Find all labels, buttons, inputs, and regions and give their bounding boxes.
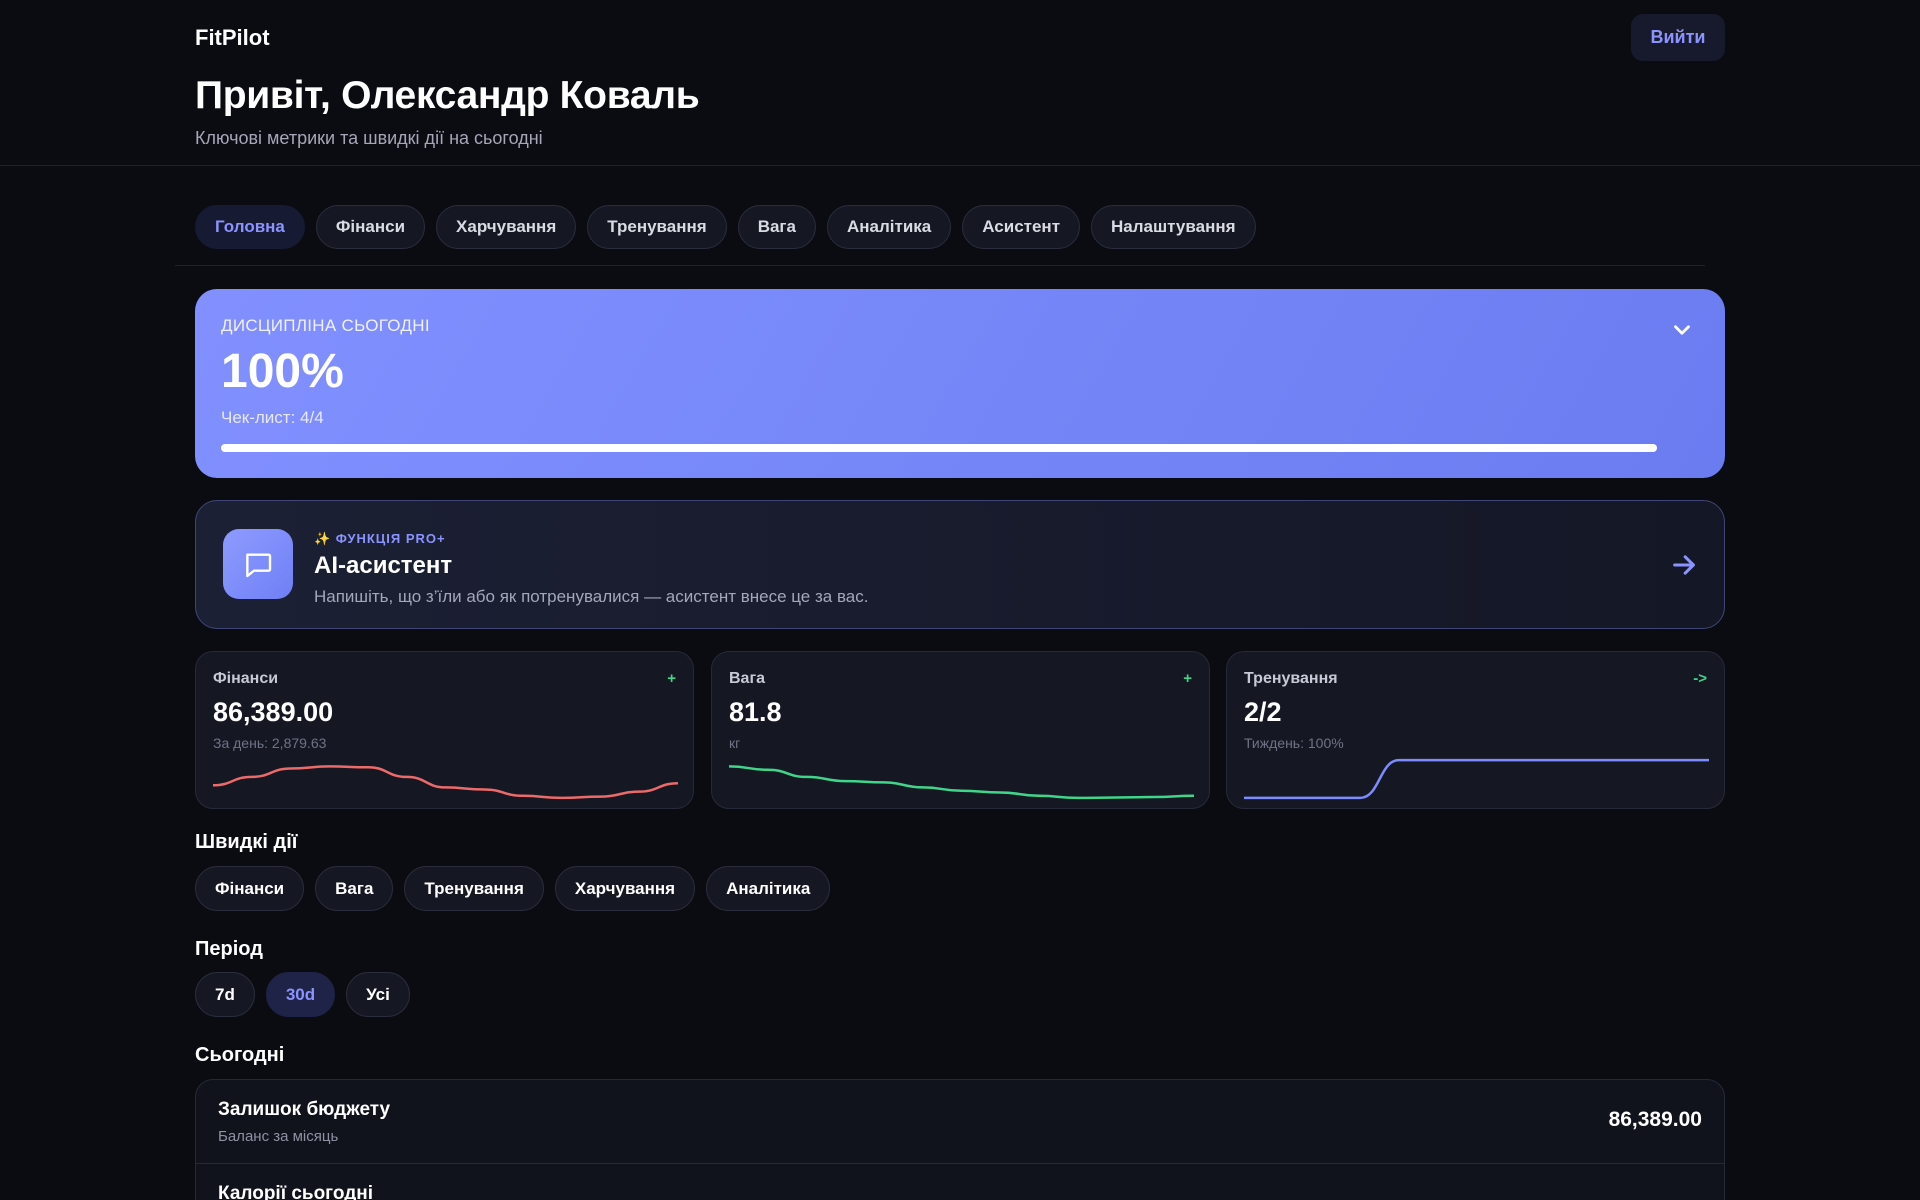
period-7d[interactable]: 7d: [195, 972, 255, 1017]
metric-subtext: Тиждень: 100%: [1244, 735, 1344, 751]
chat-bubble-icon: [223, 529, 293, 599]
discipline-label: ДИСЦИПЛІНА СЬОГОДНІ: [221, 316, 430, 335]
period-30d[interactable]: 30d: [265, 972, 336, 1017]
discipline-card: ДИСЦИПЛІНА СЬОГОДНІ 100% Чек-лист: 4/4: [195, 289, 1725, 478]
header: FitPilot Вийти Привіт, Олександр Коваль …: [0, 0, 1920, 166]
brand-logo: FitPilot: [195, 25, 270, 50]
chevron-down-icon[interactable]: [1669, 317, 1695, 343]
quick-actions: Фінанси Вага Тренування Харчування Аналі…: [195, 866, 831, 911]
quick-action-workouts[interactable]: Тренування: [404, 866, 544, 911]
metric-value: 86,389.00: [213, 697, 334, 727]
discipline-progress-bar: [221, 444, 1657, 452]
list-item-title: Залишок бюджету: [218, 1099, 391, 1120]
metric-add-button[interactable]: +: [1183, 670, 1192, 687]
tab-weight[interactable]: Вага: [737, 205, 816, 249]
sparkline-path: [1244, 758, 1709, 800]
quick-actions-title: Швидкі дії: [195, 831, 298, 853]
tab-home[interactable]: Головна: [195, 205, 305, 249]
arrow-right-icon[interactable]: [1670, 551, 1698, 579]
today-list: Залишок бюджету Баланс за місяць 86,389.…: [195, 1079, 1725, 1200]
quick-action-nutrition[interactable]: Харчування: [554, 866, 696, 911]
period-selector: 7d 30d Усі: [195, 972, 410, 1017]
tab-analytics[interactable]: Аналітика: [826, 205, 952, 249]
list-item[interactable]: Калорії сьогодні: [196, 1164, 1724, 1200]
sparkline-path: [213, 765, 678, 800]
discipline-progress-fill: [221, 444, 1657, 452]
quick-action-analytics[interactable]: Аналітика: [706, 866, 831, 911]
metric-label: Тренування: [1244, 670, 1338, 687]
list-item[interactable]: Залишок бюджету Баланс за місяць 86,389.…: [196, 1080, 1724, 1164]
metric-subtext: кг: [729, 735, 741, 751]
metric-value: 81.8: [729, 697, 782, 727]
logout-button[interactable]: Вийти: [1631, 14, 1725, 61]
metric-add-button[interactable]: +: [667, 670, 676, 687]
workouts-sparkline: [1244, 758, 1709, 800]
period-title: Період: [195, 938, 263, 960]
discipline-value: 100%: [221, 345, 344, 398]
quick-action-finance[interactable]: Фінанси: [195, 866, 305, 911]
metric-open-button[interactable]: ->: [1693, 670, 1707, 687]
finance-sparkline: [213, 765, 678, 800]
main-tabs: Головна Фінанси Харчування Тренування Ва…: [195, 205, 1256, 249]
checklist-status: Чек-лист: 4/4: [221, 408, 324, 427]
period-all[interactable]: Усі: [346, 972, 410, 1017]
metric-card-weight[interactable]: Вага + 81.8 кг: [711, 651, 1210, 809]
metric-label: Вага: [729, 670, 766, 687]
metric-card-workouts[interactable]: Тренування -> 2/2 Тиждень: 100%: [1226, 651, 1725, 809]
tab-settings[interactable]: Налаштування: [1091, 205, 1256, 249]
tab-finance[interactable]: Фінанси: [315, 205, 426, 249]
quick-action-weight[interactable]: Вага: [315, 866, 394, 911]
tab-workouts[interactable]: Тренування: [587, 205, 727, 249]
metric-label: Фінанси: [213, 670, 279, 687]
ai-assistant-card[interactable]: ✨ ФУНКЦІЯ PRO+ AI-асистент Напишіть, що …: [195, 500, 1725, 629]
ai-assistant-title: AI-асистент: [314, 552, 453, 579]
metric-subtext: За день: 2,879.63: [213, 735, 327, 751]
metric-value: 2/2: [1244, 697, 1282, 727]
pro-badge: ✨ ФУНКЦІЯ PRO+: [314, 531, 446, 546]
page-title: Привіт, Олександр Коваль: [195, 74, 700, 117]
list-item-title: Калорії сьогодні: [218, 1183, 374, 1200]
tab-assistant[interactable]: Асистент: [962, 205, 1081, 249]
list-item-value: 86,389.00: [1608, 1108, 1702, 1131]
tabs-divider: [175, 265, 1705, 266]
weight-sparkline: [729, 765, 1194, 800]
metric-card-finance[interactable]: Фінанси + 86,389.00 За день: 2,879.63: [195, 651, 694, 809]
page-subtitle: Ключові метрики та швидкі дії на сьогодн…: [195, 128, 543, 148]
today-title: Сьогодні: [195, 1044, 285, 1066]
tab-nutrition[interactable]: Харчування: [436, 205, 577, 249]
list-item-subtitle: Баланс за місяць: [218, 1128, 339, 1145]
sparkline-path: [729, 765, 1194, 800]
ai-assistant-description: Напишіть, що з’їли або як потренувалися …: [314, 587, 869, 606]
